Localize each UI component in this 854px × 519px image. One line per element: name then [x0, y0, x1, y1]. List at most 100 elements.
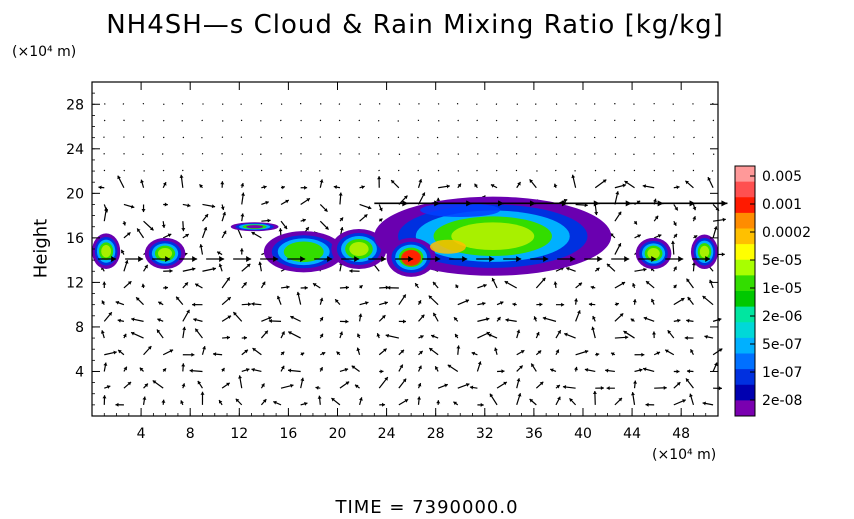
wind-arrowhead: [595, 267, 600, 272]
wind-vector: [495, 119, 498, 122]
wind-arrowhead: [339, 331, 344, 336]
wind-arrowhead: [663, 385, 667, 390]
wind-arrowhead: [617, 211, 622, 216]
wind-arrowhead: [641, 352, 645, 357]
wind-vector: [437, 103, 440, 105]
colorbar-label: 5e-07: [762, 337, 802, 353]
wind-arrowhead: [489, 393, 494, 398]
wind-arrowhead: [323, 208, 328, 212]
wind-vector: [495, 169, 498, 172]
wind-arrowhead: [106, 385, 111, 389]
wind-arrowhead: [563, 198, 568, 203]
wind-arrowhead: [176, 296, 180, 301]
low-jet-arrowhead: [354, 256, 360, 263]
wind-arrowhead: [195, 283, 199, 288]
wind-vector: [574, 170, 576, 172]
wind-arrowhead: [184, 282, 188, 286]
wind-arrowhead: [418, 365, 422, 370]
wind-arrowhead: [676, 185, 680, 190]
wind-arrowhead: [243, 282, 247, 286]
wind-arrowhead: [243, 335, 248, 340]
wind-arrowhead: [142, 396, 147, 400]
wind-arrowhead: [433, 312, 437, 317]
wind-arrowhead: [286, 285, 290, 290]
wind-arrowhead: [241, 192, 246, 196]
wind-arrowhead: [356, 347, 361, 352]
wind-arrowhead: [713, 226, 718, 230]
wind-vector: [161, 153, 164, 155]
wind-arrowhead: [556, 384, 560, 389]
wind-arrowhead: [553, 183, 558, 188]
wind-vector: [574, 119, 577, 122]
wind-arrowhead: [623, 330, 628, 335]
wind-arrowhead: [244, 349, 248, 354]
wind-arrowhead: [690, 349, 694, 353]
wind-arrowhead: [179, 174, 184, 179]
wind-arrowhead: [122, 222, 127, 226]
wind-arrowhead: [542, 316, 547, 321]
wind-arrowhead: [591, 326, 596, 331]
wind-vector: [103, 136, 105, 138]
wind-arrowhead: [455, 333, 459, 338]
wind-arrowhead: [465, 299, 469, 303]
wind-arrowhead: [503, 381, 507, 386]
colorbar-label: 1e-07: [762, 365, 802, 381]
wind-arrowhead: [195, 328, 199, 333]
wind-arrowhead: [344, 367, 349, 372]
wind-arrowhead: [574, 298, 579, 302]
wind-arrowhead: [561, 302, 565, 307]
colorbar-label: 0.001: [762, 197, 802, 213]
wind-arrowhead: [497, 316, 501, 321]
wind-arrowhead: [676, 382, 681, 386]
wind-arrowhead: [349, 268, 353, 273]
wind-arrowhead: [428, 295, 433, 300]
colorbar-swatch: [735, 181, 755, 198]
wind-arrowhead: [444, 383, 448, 388]
colorbar-label: 5e-05: [762, 253, 802, 269]
wind-arrowhead: [693, 235, 698, 239]
wind-arrowhead: [367, 205, 372, 210]
wind-arrowhead: [718, 386, 722, 391]
wind-vector: [241, 169, 244, 172]
x-tick-label: 8: [186, 426, 195, 442]
colorbar-swatch: [735, 259, 755, 276]
jet-arrowhead: [529, 200, 536, 207]
wind-arrowhead: [189, 368, 193, 373]
wind-arrowhead: [615, 302, 619, 307]
wind-arrowhead: [590, 285, 595, 290]
y-tick-label: 12: [66, 275, 84, 291]
wind-arrowhead: [605, 368, 609, 373]
low-jet-arrowhead: [516, 256, 522, 263]
wind-arrowhead: [453, 401, 458, 406]
wind-arrowhead: [203, 227, 208, 231]
wind-vector: [457, 119, 460, 122]
wind-vector: [377, 153, 380, 155]
wind-arrowhead: [239, 248, 244, 252]
wind-arrowhead: [261, 383, 265, 388]
wind-vector: [300, 119, 302, 122]
wind-arrowhead: [246, 263, 251, 268]
wind-arrowhead: [287, 368, 292, 373]
wind-arrowhead: [686, 278, 690, 283]
wind-arrowhead: [147, 346, 152, 350]
wind-arrowhead: [383, 348, 387, 353]
wind-arrowhead: [126, 232, 131, 236]
wind-arrowhead: [665, 349, 669, 354]
cloud-region: [157, 247, 173, 259]
colorbar-swatch: [735, 322, 755, 339]
colorbar-label: 2e-08: [762, 393, 802, 409]
wind-arrowhead: [650, 298, 655, 303]
wind-vector: [652, 119, 655, 122]
wind-arrowhead: [606, 263, 611, 268]
wind-arrowhead: [186, 309, 190, 314]
wind-arrowhead: [594, 211, 599, 216]
wind-arrowhead: [399, 364, 403, 369]
wind-arrowhead: [499, 301, 504, 305]
wind-arrowhead: [335, 299, 339, 303]
wind-vector: [554, 119, 557, 122]
wind-arrowhead: [384, 301, 388, 306]
wind-arrowhead: [404, 399, 409, 403]
colorbar-swatch: [735, 384, 755, 401]
wind-arrowhead: [436, 400, 441, 404]
wind-vector: [162, 169, 165, 172]
